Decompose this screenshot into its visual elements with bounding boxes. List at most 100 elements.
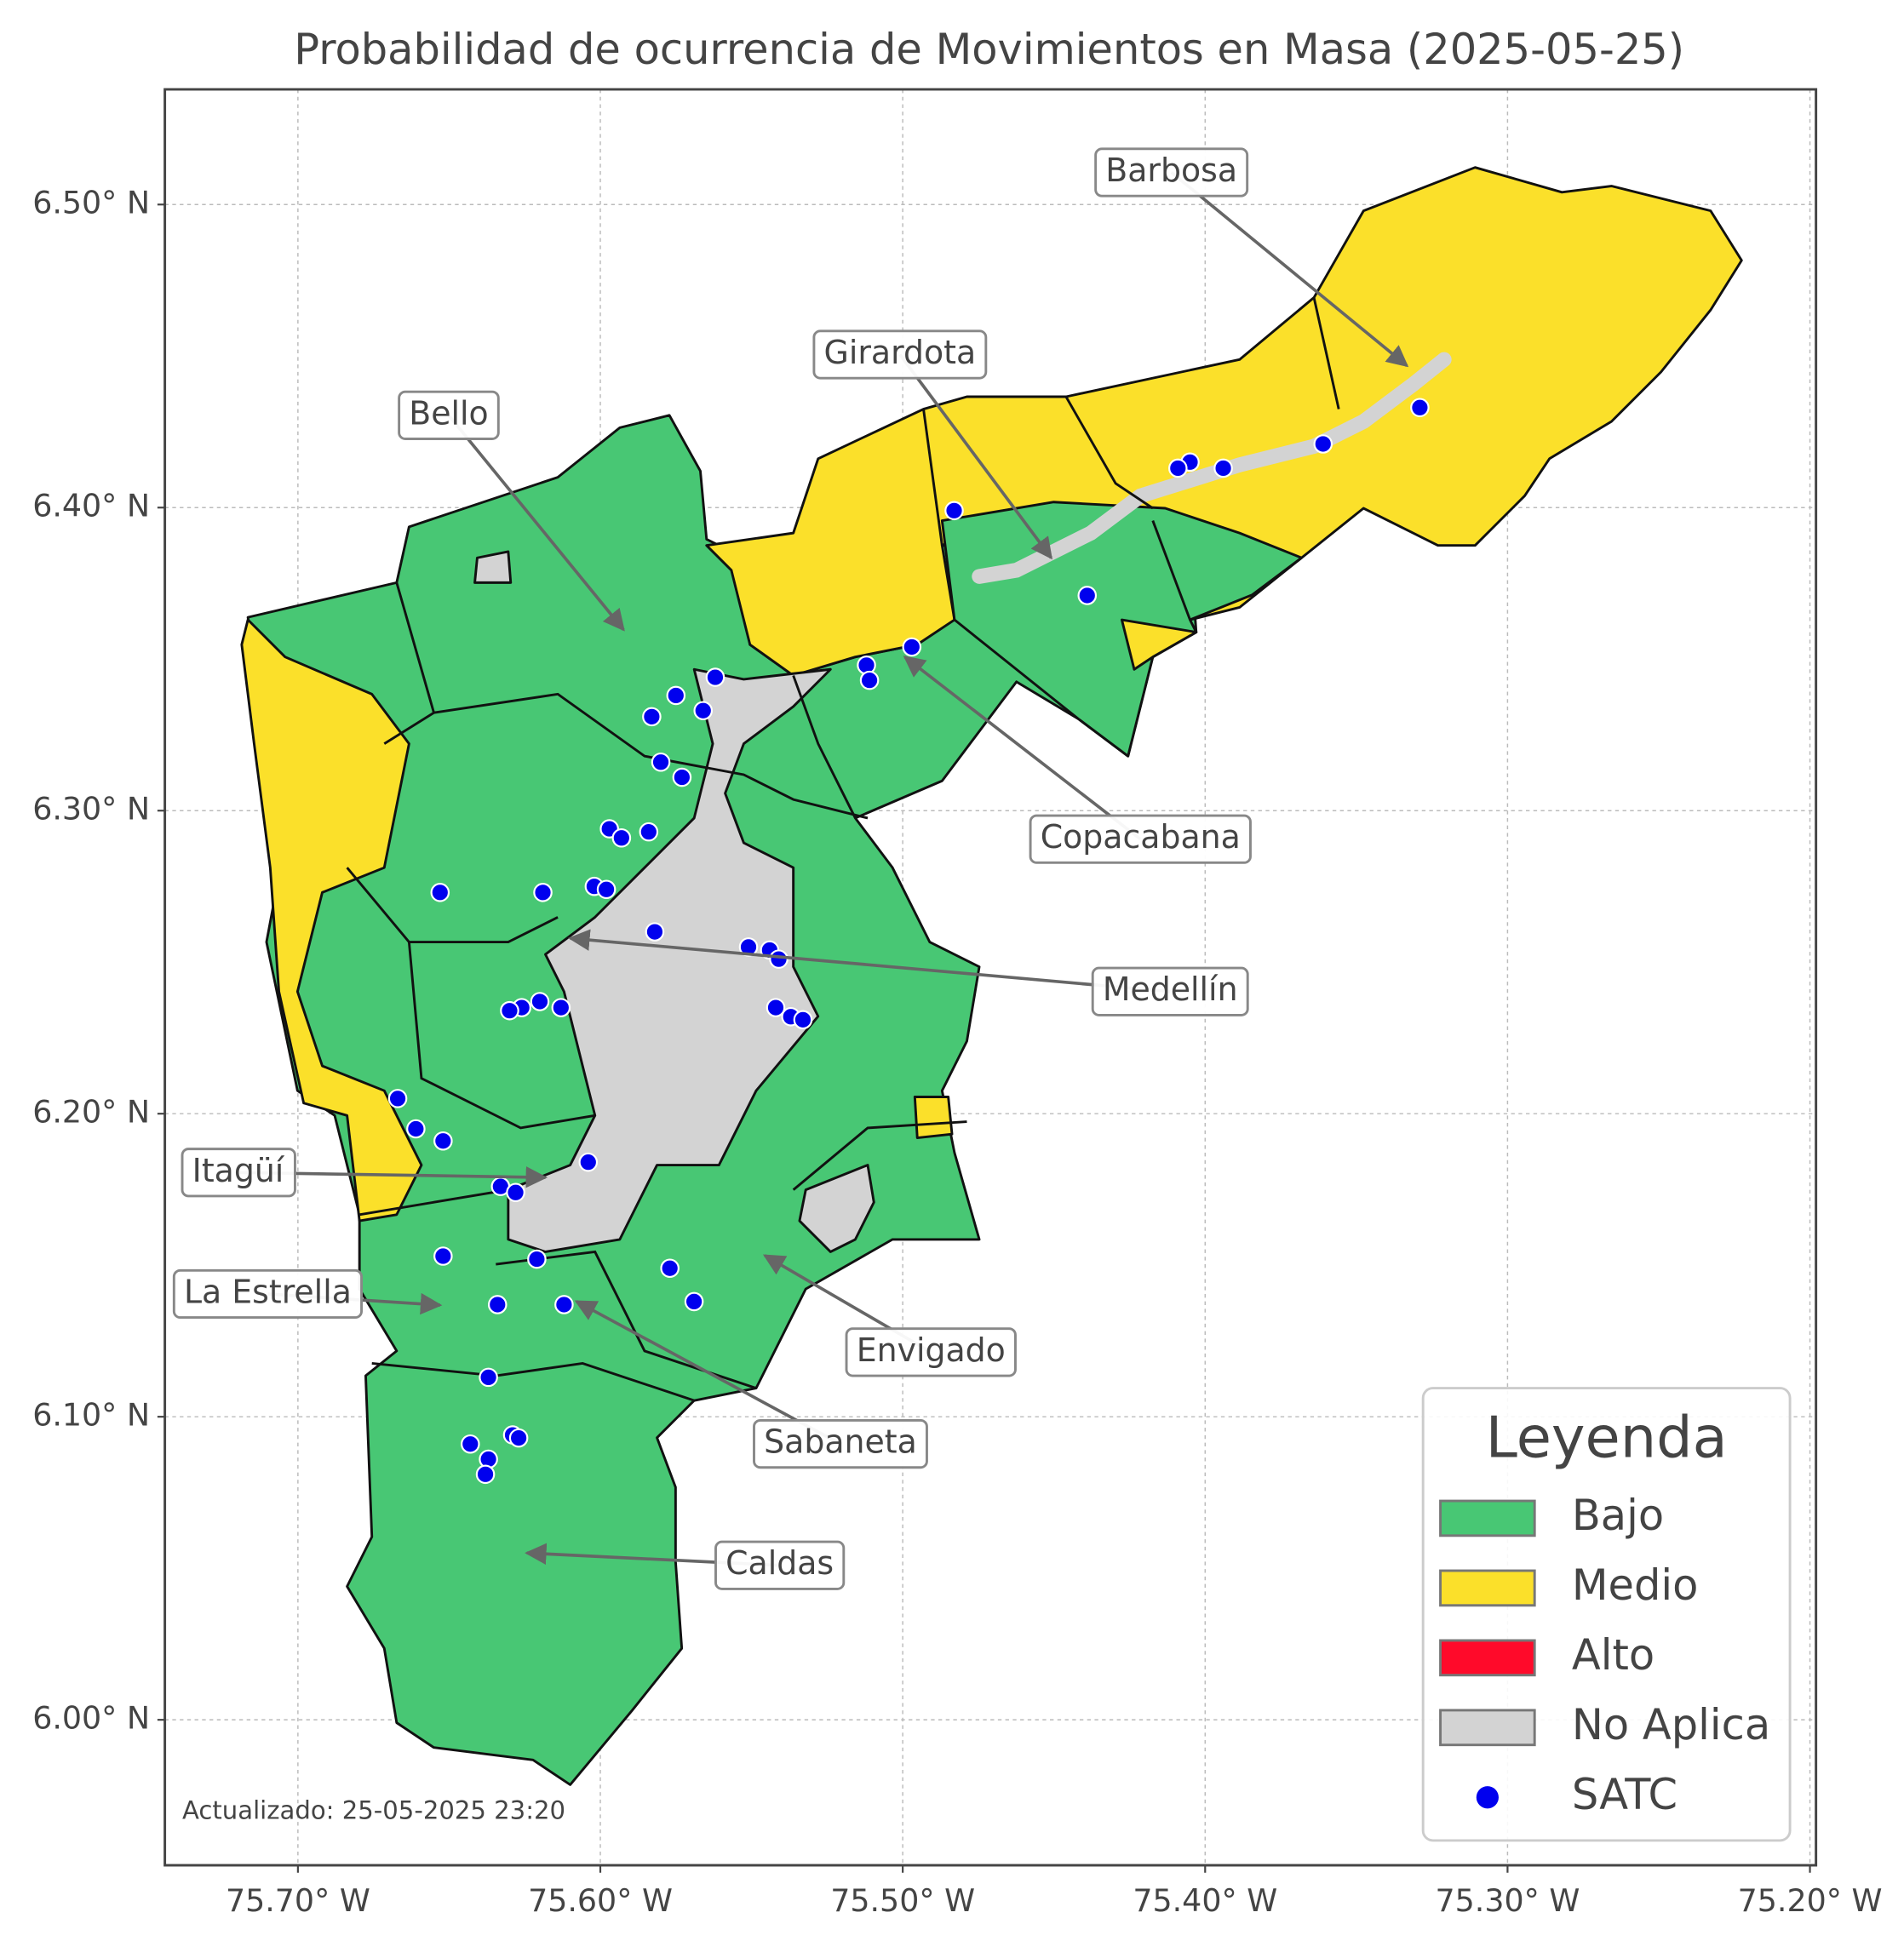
satc-point bbox=[1313, 434, 1333, 454]
satc-point bbox=[660, 1258, 680, 1279]
x-tick-label: 75.30° W bbox=[1435, 1882, 1580, 1919]
ticks: 75.70° W 75.60° W 75.50° W 75.40° W 75.30° W… bbox=[32, 185, 1882, 1919]
satc-point bbox=[487, 1295, 508, 1314]
satc-point bbox=[693, 701, 714, 721]
annotation-label: Sabaneta bbox=[764, 1423, 917, 1461]
legend-title: Leyenda bbox=[1486, 1405, 1728, 1471]
satc-point bbox=[479, 1367, 498, 1388]
satc-point bbox=[554, 1295, 574, 1314]
y-tick-label: 6.50° N bbox=[32, 185, 150, 221]
legend-swatch bbox=[1439, 1569, 1536, 1607]
satc-point bbox=[551, 998, 571, 1017]
zone-region bbox=[240, 618, 423, 1222]
annotation-label: Bello bbox=[409, 394, 488, 432]
zone-region bbox=[913, 1096, 954, 1139]
municipal-border bbox=[922, 409, 943, 546]
satc-point bbox=[769, 949, 789, 969]
satc-point bbox=[406, 1119, 426, 1139]
municipal-border bbox=[1151, 520, 1191, 621]
annotation-box bbox=[398, 390, 500, 440]
satc-point bbox=[578, 1152, 599, 1172]
satc-point bbox=[684, 1291, 704, 1312]
y-tick-label: 6.30° N bbox=[32, 791, 150, 827]
annotation-label: La Estrella bbox=[184, 1273, 352, 1310]
satc-point bbox=[651, 752, 671, 772]
annotation-box bbox=[1094, 147, 1249, 198]
annotation-box bbox=[714, 1540, 846, 1590]
annotation-arrow bbox=[447, 414, 625, 632]
updated-note: Actualizado: 25-05-2025 23:20 bbox=[182, 1795, 565, 1824]
y-tick-label: 6.10° N bbox=[32, 1397, 150, 1434]
satc-point bbox=[1077, 586, 1098, 605]
satc-point bbox=[500, 1000, 519, 1021]
satc-point bbox=[527, 1249, 547, 1269]
legend-swatch bbox=[1439, 1499, 1536, 1537]
legend-marker bbox=[1476, 1786, 1499, 1809]
satc-point bbox=[475, 1464, 496, 1485]
legend-label: Medio bbox=[1572, 1560, 1699, 1610]
satc-point bbox=[1213, 458, 1233, 478]
annotation-arrow bbox=[568, 929, 1171, 993]
annotation-label: Copacabana bbox=[1041, 818, 1241, 856]
zone-region bbox=[473, 550, 513, 584]
legend-swatch bbox=[1439, 1639, 1536, 1677]
zone-region bbox=[1120, 618, 1198, 671]
annotation-arrow bbox=[898, 353, 1052, 560]
annotation-label: Itagüí bbox=[192, 1152, 285, 1189]
annotation-box bbox=[172, 1268, 363, 1320]
annotation-label: Caldas bbox=[725, 1544, 834, 1582]
satc-point bbox=[672, 767, 692, 787]
legend-label: No Aplica bbox=[1572, 1700, 1770, 1749]
satc-point bbox=[1410, 398, 1430, 418]
legend: Leyenda Bajo Medio Alto No Aplica SATC bbox=[1421, 1387, 1792, 1842]
plot-frame bbox=[163, 88, 1818, 1867]
satc-point bbox=[596, 879, 617, 900]
y-tick-label: 6.40° N bbox=[32, 488, 150, 524]
satc-point bbox=[645, 922, 665, 942]
annotation-box bbox=[1029, 814, 1252, 864]
satc-point bbox=[766, 998, 786, 1017]
y-tick-label: 6.20° N bbox=[32, 1094, 150, 1131]
annotation-box bbox=[812, 329, 988, 380]
satc-point bbox=[387, 1089, 408, 1108]
municipal-border bbox=[358, 1188, 509, 1217]
municipal-border bbox=[346, 867, 559, 943]
satc-point bbox=[508, 1428, 529, 1448]
satc-point bbox=[506, 1182, 525, 1203]
x-tick-label: 75.60° W bbox=[528, 1882, 673, 1919]
municipal-border bbox=[1312, 297, 1340, 409]
satc-point bbox=[611, 827, 632, 848]
satc-point bbox=[461, 1434, 480, 1454]
legend-swatch bbox=[1439, 1709, 1536, 1747]
satc-point bbox=[705, 667, 725, 687]
satc-points bbox=[387, 398, 1430, 1485]
satc-point bbox=[433, 1246, 453, 1266]
satc-point bbox=[533, 883, 553, 902]
satc-point bbox=[430, 883, 450, 902]
x-tick-label: 75.70° W bbox=[226, 1882, 370, 1919]
x-tick-label: 75.20° W bbox=[1738, 1882, 1883, 1919]
satc-point bbox=[433, 1131, 453, 1151]
legend-label: SATC bbox=[1572, 1770, 1677, 1819]
satc-point bbox=[666, 685, 686, 706]
annotation-label: Barbosa bbox=[1105, 152, 1237, 189]
annotation-arrow bbox=[1170, 171, 1409, 368]
x-tick-label: 75.50° W bbox=[830, 1882, 975, 1919]
regions bbox=[240, 166, 1743, 1786]
municipal-border bbox=[371, 1361, 695, 1402]
x-tick-label: 75.40° W bbox=[1133, 1882, 1277, 1919]
annotation-box bbox=[181, 1148, 296, 1198]
annotation-arrow bbox=[903, 656, 1142, 841]
annotations: Barbosa Girardota Bello Copacabana Medellín I… bbox=[172, 147, 1409, 1590]
annotation-label: Girardota bbox=[824, 334, 977, 371]
chart-title: Probabilidad de ocurrencia de Movimiento… bbox=[294, 25, 1684, 74]
legend-label: Alto bbox=[1572, 1630, 1655, 1680]
municipal-border bbox=[407, 942, 595, 1130]
satc-point bbox=[642, 707, 662, 727]
satc-point bbox=[639, 822, 659, 842]
satc-point bbox=[902, 637, 922, 657]
annotation-label: Medellín bbox=[1103, 970, 1238, 1008]
zone-region bbox=[798, 1164, 875, 1253]
annotation-box bbox=[845, 1327, 1017, 1377]
